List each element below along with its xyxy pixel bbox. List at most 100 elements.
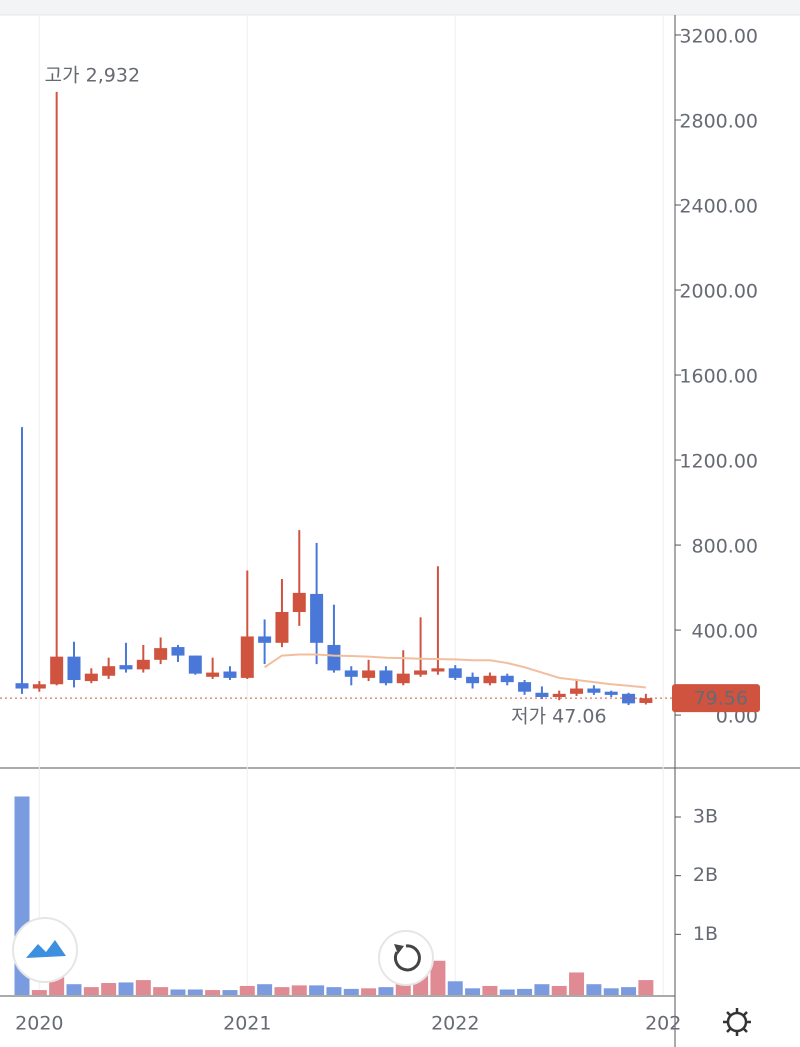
last-price-box <box>672 684 760 713</box>
reset-arrow[interactable] <box>393 944 421 972</box>
candle-body <box>327 644 341 671</box>
candle-body <box>292 592 306 613</box>
gear-teeth[interactable] <box>723 1008 751 1036</box>
x-tick-label: 202 <box>645 1013 681 1035</box>
volume-bar <box>586 984 602 995</box>
candle-body <box>483 675 497 684</box>
volume-bar <box>517 988 533 995</box>
volume-bar <box>222 990 238 995</box>
volume-bar <box>31 990 47 995</box>
y-tick-label: 1600.00 <box>679 366 758 388</box>
candle-body <box>240 636 254 678</box>
logo-circle[interactable] <box>12 917 78 983</box>
plot-layer: 2020 2021 2022 2020.00400.00800.001200.0016… <box>0 15 760 1035</box>
candle-body <box>119 665 133 670</box>
candle-body <box>466 676 480 684</box>
volume-bar <box>309 985 325 995</box>
top-bar <box>0 0 800 15</box>
volume-bar <box>135 980 151 995</box>
volume-bar <box>153 987 169 995</box>
candle-body <box>223 671 237 678</box>
y-tick-label: 2000.00 <box>679 281 758 303</box>
settings-button[interactable] <box>723 1008 751 1036</box>
candle-body <box>518 682 532 692</box>
candle-body <box>639 698 653 703</box>
candle-body <box>188 655 202 674</box>
volume-bar <box>361 988 377 995</box>
candle-body <box>310 593 324 643</box>
volume-bar <box>638 980 654 995</box>
volume-bar <box>66 984 82 995</box>
x-tick-label: 2022 <box>431 1013 479 1035</box>
candle-body <box>396 673 410 684</box>
candle-body <box>275 612 289 643</box>
volume-bar <box>291 985 307 995</box>
volume-bar <box>239 985 255 995</box>
y-tick-label: 2400.00 <box>679 196 758 218</box>
reset-circle[interactable] <box>378 930 434 986</box>
volume-bar <box>101 983 117 995</box>
candle-body <box>604 691 618 695</box>
volume-bar <box>257 984 273 995</box>
high-annotation: 고가 2,932 <box>45 64 140 86</box>
volume-bar <box>551 985 567 995</box>
candle-body <box>431 668 445 672</box>
volume-bar <box>465 988 481 995</box>
candle-body <box>67 656 81 681</box>
last-price-label: 79.56 <box>694 688 748 710</box>
volume-bar <box>187 989 203 995</box>
x-tick-label: 2020 <box>15 1013 63 1035</box>
volume-bar <box>482 985 498 995</box>
candle-body <box>362 670 376 678</box>
volume-bar <box>343 988 359 995</box>
reset-button[interactable] <box>378 930 434 986</box>
candle-body <box>414 670 428 675</box>
candle-body <box>136 659 150 670</box>
volume-bar <box>499 989 515 995</box>
candle-body <box>171 647 185 656</box>
volume-bar <box>118 982 134 995</box>
volume-tick-label: 2B <box>693 864 718 886</box>
volume-bar <box>83 987 99 995</box>
volume-tick-label: 1B <box>693 923 718 945</box>
y-tick-label: 3200.00 <box>679 25 758 47</box>
candle-body <box>570 688 584 694</box>
volume-bar <box>447 981 463 995</box>
candle-body <box>50 656 64 685</box>
candle-body <box>379 670 393 684</box>
candle-body <box>102 666 116 676</box>
y-tick-label: 800.00 <box>692 536 758 558</box>
candle-body <box>448 668 462 678</box>
volume-bar <box>274 987 290 995</box>
candle-body <box>622 693 636 704</box>
low-annotation: 저가 47.06 <box>511 706 606 728</box>
candle-body <box>258 636 272 643</box>
logo-shape[interactable] <box>26 940 66 958</box>
volume-bar <box>378 987 394 995</box>
volume-bar <box>170 989 186 995</box>
volume-tick-label: 3B <box>693 806 718 828</box>
candle-body <box>587 688 601 693</box>
candle-body <box>535 692 549 698</box>
reset-arrow-head[interactable] <box>394 944 404 954</box>
volume-bar <box>621 987 637 995</box>
y-tick-label: 2800.00 <box>679 110 758 132</box>
y-tick-label: 1200.00 <box>679 451 758 473</box>
gear-body[interactable] <box>726 1011 748 1033</box>
volume-bar <box>534 984 550 995</box>
volume-bar <box>569 972 585 995</box>
x-tick-label: 2021 <box>223 1013 271 1035</box>
candle-body <box>84 673 98 682</box>
candle-body <box>15 683 29 689</box>
volume-bar <box>603 988 619 995</box>
y-tick-label: 400.00 <box>692 621 758 643</box>
logo-button[interactable] <box>12 917 78 983</box>
volume-bar <box>430 960 446 995</box>
candle-body <box>154 648 168 660</box>
candle-body <box>552 693 566 698</box>
volume-bar <box>326 987 342 995</box>
moving-average <box>264 653 646 689</box>
candle-body <box>500 675 514 683</box>
